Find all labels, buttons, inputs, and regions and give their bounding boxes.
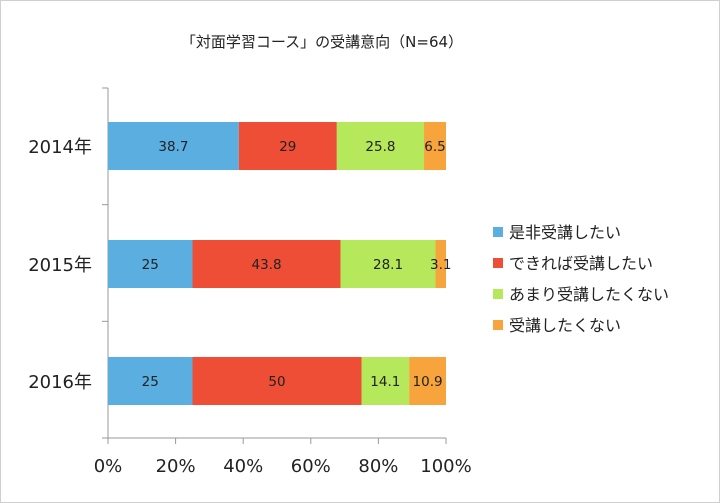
- legend-swatch: [493, 227, 503, 237]
- category-label: 2015年: [28, 255, 92, 276]
- legend-label: できれば受講したい: [509, 254, 653, 273]
- category-label: 2014年: [28, 137, 92, 158]
- data-label: 38.7: [158, 139, 188, 155]
- bar-segment: [192, 240, 341, 288]
- legend-swatch: [493, 289, 503, 299]
- x-tick-label: 20%: [156, 456, 196, 477]
- data-label: 14.1: [370, 374, 400, 390]
- data-label: 43.8: [251, 257, 281, 273]
- bar-segment: [108, 240, 193, 288]
- x-tick-label: 0%: [94, 456, 123, 477]
- data-label: 10.9: [413, 374, 443, 390]
- legend-label: あまり受講したくない: [509, 285, 669, 304]
- bar-segment: [340, 240, 436, 288]
- data-label: 25: [142, 374, 159, 390]
- data-label: 29: [279, 139, 296, 155]
- chart-title: 「対面学習コース」の受講意向（N=64）: [181, 33, 463, 51]
- data-label: 6.5: [424, 139, 445, 155]
- x-tick-label: 40%: [223, 456, 263, 477]
- data-label: 50: [268, 374, 285, 390]
- data-label: 3.1: [430, 257, 451, 273]
- bar-segment: [238, 122, 337, 170]
- x-tick-label: 60%: [291, 456, 331, 477]
- legend-label: 是非受講したい: [509, 223, 621, 242]
- data-label: 28.1: [373, 257, 403, 273]
- bar-segment: [361, 357, 410, 405]
- legend-swatch: [493, 320, 503, 330]
- bar-segment: [336, 122, 425, 170]
- bar-segment: [192, 357, 362, 405]
- data-label: 25.8: [365, 139, 395, 155]
- bar-segment: [424, 122, 446, 170]
- x-tick-label: 100%: [420, 456, 471, 477]
- bar-segment: [108, 122, 239, 170]
- x-tick-label: 80%: [358, 456, 398, 477]
- bar-segment: [108, 357, 193, 405]
- bar-segment: [409, 357, 446, 405]
- legend-label: 受講したくない: [509, 316, 621, 335]
- bar-segment: [435, 240, 446, 288]
- plot-area: 0% 20% 40% 60% 80% 100% 2014年 38.7 29 25.8 6.5 2015…: [28, 87, 472, 477]
- legend-swatch: [493, 258, 503, 268]
- data-label: 25: [142, 257, 159, 273]
- category-label: 2016年: [28, 372, 92, 393]
